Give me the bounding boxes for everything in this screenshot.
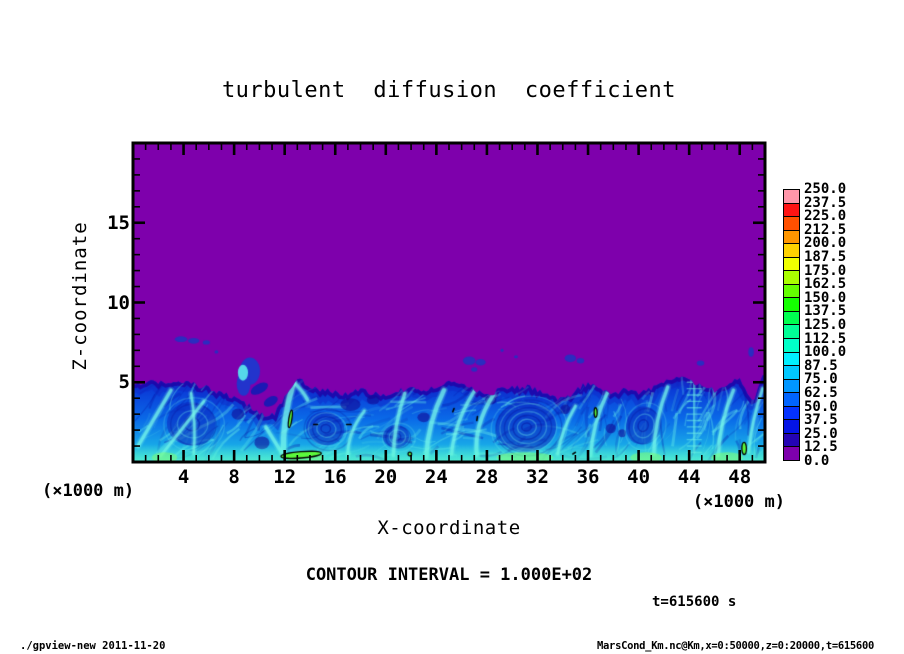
colorbar-tick-label: 75.0 (804, 371, 838, 388)
x-tick-label: 36 (576, 466, 600, 488)
plot-title: turbulent diffusion coefficient (221, 78, 677, 103)
colorbar (783, 189, 800, 462)
colorbar-cell (783, 446, 800, 462)
colorbar-tick-label: 50.0 (804, 398, 838, 415)
colorbar-cell (783, 297, 800, 313)
colorbar-tick-label: 112.5 (804, 330, 847, 347)
colorbar-tick-label: 0.0 (804, 453, 830, 469)
heatmap-canvas (133, 143, 765, 462)
colorbar-tick-label: 187.5 (804, 249, 847, 265)
colorbar-cell (783, 378, 800, 394)
colorbar-tick-label: 25.0 (804, 425, 838, 442)
x-tick-label: 44 (677, 466, 701, 488)
colorbar-cell (783, 216, 800, 231)
x-tick-label: 48 (728, 466, 752, 488)
x-tick-label: 28 (475, 466, 499, 488)
y-tick-label: 15 (107, 211, 130, 234)
y-tick-label: 10 (107, 291, 130, 314)
time-annotation: t=615600 s (652, 594, 737, 610)
colorbar-tick-label: 137.5 (804, 303, 847, 320)
x-tick-label: 32 (526, 466, 549, 488)
colorbar-tick-label: 12.5 (804, 439, 838, 456)
y-tick-label: 5 (118, 371, 130, 394)
colorbar-cell (783, 392, 800, 407)
contour-interval-note: CONTOUR INTERVAL = 1.000E+02 (305, 565, 593, 585)
colorbar-cell (783, 243, 800, 258)
colorbar-cell (783, 310, 800, 326)
colorbar-cell (783, 365, 800, 380)
colorbar-tick-label: 150.0 (804, 289, 847, 306)
colorbar-cell (783, 202, 800, 218)
colorbar-cell (783, 338, 800, 353)
x-tick-label: 12 (273, 466, 297, 488)
colorbar-tick-label: 162.5 (804, 276, 847, 293)
colorbar-tick-label: 175.0 (804, 262, 847, 279)
colorbar-cell (783, 351, 800, 367)
colorbar-cell (783, 283, 800, 299)
colorbar-cell (783, 256, 800, 272)
colorbar-tick-label: 62.5 (804, 385, 838, 401)
x-tick-label: 20 (374, 466, 398, 488)
y-axis-unit: (×1000 m) (42, 481, 135, 501)
y-axis-label: Z-coordinate (69, 221, 91, 371)
colorbar-tick-label: 125.0 (804, 317, 847, 333)
colorbar-cell (783, 229, 800, 245)
x-tick-label: 4 (177, 466, 190, 488)
colorbar-tick-label: 37.5 (804, 412, 838, 429)
colorbar-tick-label: 237.5 (804, 194, 847, 211)
colorbar-tick-label: 100.0 (804, 344, 847, 361)
footer-dataset-info: MarsCond_Km.nc@Km,x=0:50000,z=0:20000,t=… (597, 640, 874, 652)
colorbar-tick-label: 212.5 (804, 221, 847, 238)
colorbar-tick-label: 225.0 (804, 208, 847, 225)
colorbar-cell (783, 432, 800, 448)
colorbar-cell (783, 419, 800, 435)
x-tick-label: 8 (228, 466, 240, 488)
x-tick-label: 40 (627, 466, 651, 488)
x-tick-label: 24 (424, 466, 448, 488)
colorbar-tick-label: 250.0 (804, 181, 847, 197)
colorbar-cell (783, 324, 800, 340)
colorbar-cell (783, 270, 800, 286)
colorbar-cell (783, 189, 800, 204)
footer-command-line: ./gpview-new 2011-11-20 (20, 640, 166, 652)
x-tick-label: 16 (323, 466, 347, 488)
x-axis-label: X-coordinate (377, 517, 521, 539)
colorbar-tick-label: 200.0 (804, 235, 847, 252)
x-axis-unit: (×1000 m) (692, 492, 785, 512)
colorbar-cell (783, 405, 800, 421)
colorbar-tick-label: 87.5 (804, 357, 838, 374)
